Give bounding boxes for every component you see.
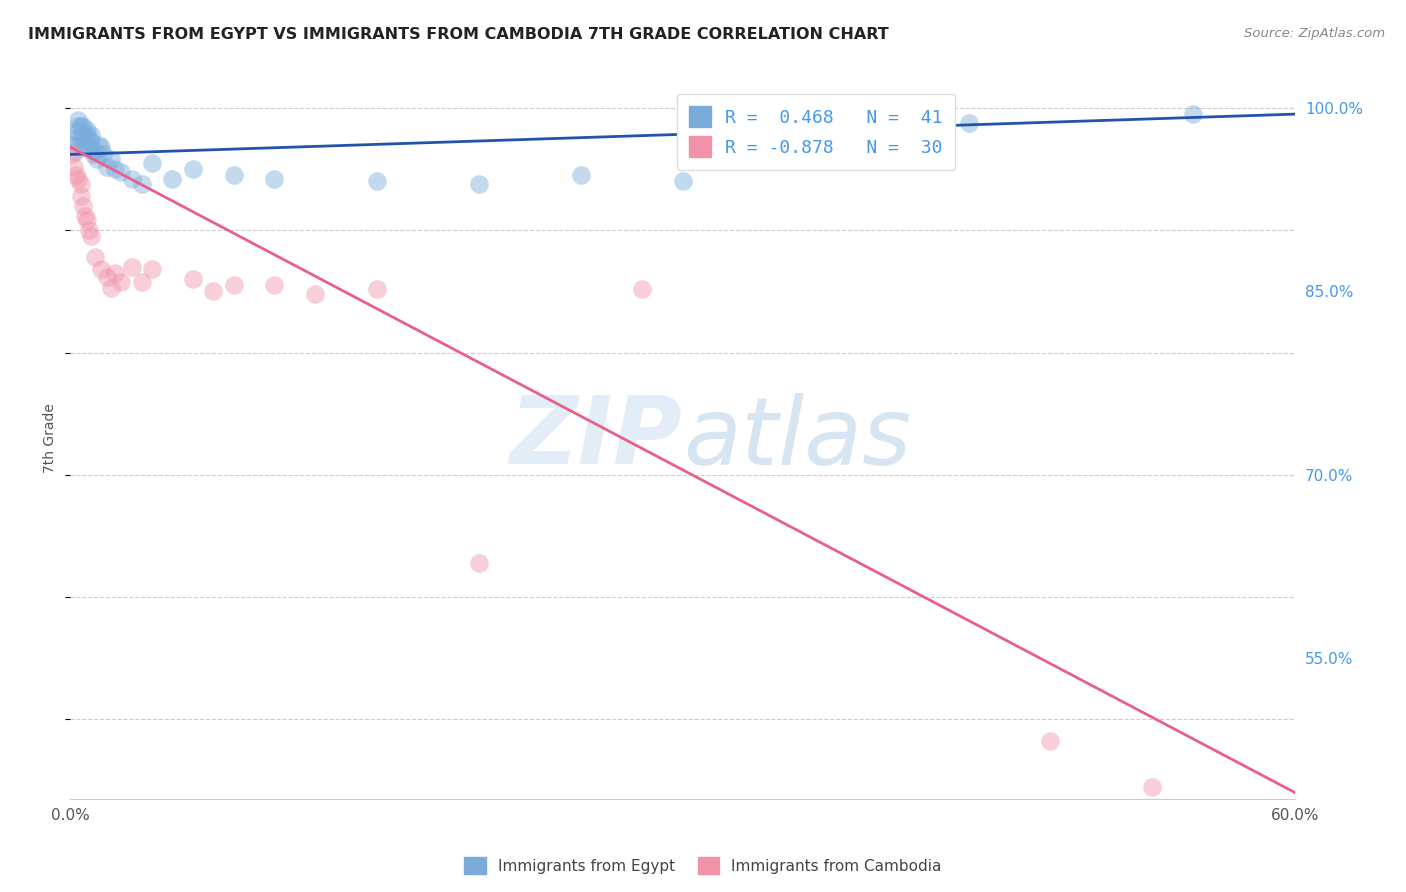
- Point: [73, 140, 96, 154]
- Text: IMMIGRANTS FROM EGYPT VS IMMIGRANTS FROM CAMBODIA 7TH GRADE CORRELATION CHART: IMMIGRANTS FROM EGYPT VS IMMIGRANTS FROM…: [28, 27, 889, 42]
- Point: [569, 168, 592, 182]
- Point: [181, 272, 204, 286]
- Point: [69, 177, 91, 191]
- Point: [76, 128, 98, 142]
- Point: [467, 556, 489, 570]
- Point: [72, 120, 94, 134]
- Point: [222, 278, 245, 293]
- Legend: Immigrants from Egypt, Immigrants from Cambodia: Immigrants from Egypt, Immigrants from C…: [458, 851, 948, 880]
- Legend: R =  0.468   N =  41, R = -0.878   N =  30: R = 0.468 N = 41, R = -0.878 N = 30: [676, 94, 956, 169]
- Point: [77, 140, 100, 154]
- Point: [77, 223, 100, 237]
- Point: [67, 113, 90, 128]
- Point: [87, 137, 110, 152]
- Point: [73, 135, 96, 149]
- Point: [83, 144, 105, 158]
- Text: ZIP: ZIP: [510, 392, 683, 484]
- Point: [110, 275, 132, 289]
- Point: [63, 160, 86, 174]
- Point: [82, 147, 104, 161]
- Point: [104, 266, 127, 280]
- Point: [1182, 107, 1205, 121]
- Point: [121, 172, 143, 186]
- Point: [77, 131, 100, 145]
- Point: [76, 213, 98, 227]
- Point: [141, 262, 163, 277]
- Point: [80, 229, 103, 244]
- Point: [304, 286, 326, 301]
- Point: [83, 250, 105, 264]
- Point: [60, 147, 83, 161]
- Point: [366, 174, 388, 188]
- Point: [69, 189, 91, 203]
- Y-axis label: 7th Grade: 7th Grade: [44, 403, 58, 473]
- Point: [141, 156, 163, 170]
- Point: [672, 174, 695, 188]
- Point: [90, 140, 112, 154]
- Point: [65, 168, 87, 182]
- Point: [1039, 734, 1062, 748]
- Point: [96, 160, 118, 174]
- Point: [67, 120, 90, 134]
- Point: [222, 168, 245, 182]
- Point: [263, 278, 285, 293]
- Point: [80, 128, 103, 142]
- Point: [65, 144, 87, 158]
- Point: [957, 116, 980, 130]
- Point: [631, 282, 654, 296]
- Point: [263, 172, 285, 186]
- Point: [67, 172, 90, 186]
- Point: [60, 137, 83, 152]
- Point: [104, 162, 127, 177]
- Point: [80, 135, 103, 149]
- Point: [366, 282, 388, 296]
- Point: [121, 260, 143, 274]
- Point: [91, 147, 114, 161]
- Point: [73, 209, 96, 223]
- Text: atlas: atlas: [683, 392, 911, 483]
- Point: [96, 269, 118, 284]
- Point: [69, 131, 91, 145]
- Point: [90, 262, 112, 277]
- Point: [72, 128, 94, 142]
- Point: [162, 172, 184, 186]
- Point: [63, 131, 86, 145]
- Point: [65, 125, 87, 139]
- Point: [202, 285, 225, 299]
- Point: [131, 177, 153, 191]
- Point: [100, 153, 122, 167]
- Point: [110, 164, 132, 178]
- Point: [1142, 780, 1164, 794]
- Point: [69, 120, 91, 134]
- Point: [72, 199, 94, 213]
- Text: Source: ZipAtlas.com: Source: ZipAtlas.com: [1244, 27, 1385, 40]
- Point: [76, 123, 98, 137]
- Point: [86, 153, 108, 167]
- Point: [100, 281, 122, 295]
- Point: [467, 177, 489, 191]
- Point: [181, 162, 204, 177]
- Point: [131, 275, 153, 289]
